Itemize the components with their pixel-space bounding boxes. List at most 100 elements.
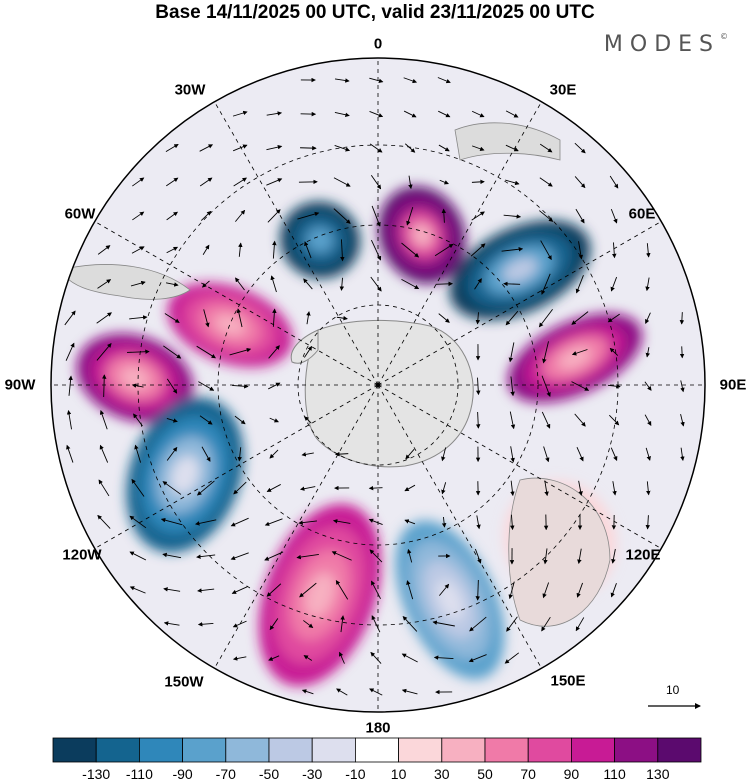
wind-vector	[403, 77, 418, 84]
wind-vector	[269, 618, 279, 631]
wind-vector	[371, 205, 381, 227]
longitude-label-90e: 90E	[719, 376, 747, 394]
wind-vector	[99, 410, 108, 430]
wind-vector	[407, 548, 413, 563]
wind-vector	[232, 110, 248, 117]
meridian-line	[214, 384, 379, 669]
wind-vector	[199, 144, 214, 152]
wind-vector	[301, 689, 314, 695]
wind-vector	[401, 688, 418, 695]
wind-vector	[576, 582, 583, 598]
wind-vector	[232, 656, 247, 661]
colorbar-tick-label: 10	[390, 766, 407, 782]
wind-vector	[544, 480, 549, 497]
wind-vector	[272, 308, 277, 327]
wind-vector	[401, 242, 420, 258]
blob-neg-160e-contour	[436, 580, 464, 620]
wind-vector	[369, 143, 383, 153]
wind-vector	[196, 554, 216, 559]
blob-pos-90w	[76, 333, 194, 423]
wind-vector	[163, 587, 181, 592]
wind-vector	[680, 414, 685, 427]
wind-vector	[338, 651, 345, 664]
wind-vector	[433, 655, 454, 660]
wind-vector	[267, 209, 281, 223]
wind-vectors	[64, 77, 685, 696]
wind-vector	[476, 515, 481, 530]
wind-vector	[266, 583, 282, 597]
wind-vector	[129, 551, 147, 561]
wind-vector	[539, 210, 554, 222]
wind-vector	[234, 415, 246, 425]
wind-vector	[201, 280, 210, 288]
wind-vector	[404, 484, 416, 492]
wind-vector	[510, 446, 515, 463]
colorbar-segment	[657, 737, 702, 763]
wind-vector	[269, 449, 279, 459]
wind-vector	[645, 347, 651, 358]
wind-vector	[166, 177, 179, 187]
wind-vector	[574, 142, 586, 154]
wind-vector	[236, 308, 243, 328]
wind-vector	[133, 413, 143, 427]
wind-vector	[474, 548, 482, 564]
wind-vector	[505, 144, 519, 152]
wind-vector	[160, 517, 183, 526]
wind-vector	[471, 179, 485, 185]
wind-vector	[609, 175, 619, 189]
wind-vector	[335, 579, 349, 600]
wind-vector	[441, 447, 447, 462]
brand-mark: ©	[720, 32, 728, 41]
blob-neg-45e-contour	[502, 257, 538, 283]
wind-vector	[501, 247, 524, 252]
wind-vector	[96, 312, 112, 324]
wind-vector	[165, 282, 179, 287]
wind-vector	[370, 239, 382, 261]
wind-vector	[575, 617, 585, 632]
wind-vector	[612, 242, 617, 259]
colorbar-segment	[571, 737, 616, 763]
wind-vector	[610, 276, 618, 292]
wind-vector	[202, 244, 210, 255]
wind-vector	[607, 313, 620, 323]
wind-vector	[303, 278, 313, 290]
wind-vector	[230, 517, 249, 527]
colorbar-segment	[311, 737, 356, 763]
colorbar-segment	[484, 737, 529, 763]
wind-vector	[644, 381, 652, 391]
wind-vector	[129, 586, 146, 594]
wind-vector	[369, 110, 384, 118]
brand-logo: MODES©	[604, 32, 728, 57]
wind-vector	[268, 382, 281, 390]
meridian-line	[94, 384, 379, 549]
wind-vector	[200, 210, 212, 221]
wind-vector	[197, 588, 215, 593]
wind-vector	[296, 553, 319, 560]
wind-vector	[369, 688, 383, 696]
wind-vector	[131, 246, 145, 254]
wind-vector	[97, 279, 112, 289]
wind-vector	[232, 384, 249, 389]
south-pole-marker	[375, 382, 381, 388]
longitude-label-150w: 150W	[164, 673, 204, 691]
wind-vector	[504, 652, 520, 664]
wind-vector	[475, 411, 481, 429]
wind-vector	[303, 655, 313, 661]
wind-vector	[578, 241, 584, 260]
wind-vector	[231, 586, 248, 594]
wind-vector	[269, 417, 279, 423]
wind-vector	[405, 448, 415, 460]
wind-vector	[475, 312, 481, 325]
wind-vector	[543, 446, 550, 463]
wind-vector	[578, 480, 583, 496]
wind-vector	[303, 620, 314, 629]
wind-vector	[233, 481, 247, 495]
wind-vector	[163, 345, 182, 359]
wind-vector	[268, 345, 280, 359]
wind-vector	[229, 347, 252, 356]
wind-vector	[371, 615, 381, 633]
wind-vector	[304, 416, 312, 424]
wind-vector	[201, 446, 211, 462]
blob-pos-70w-contour	[214, 314, 246, 336]
wind-vector	[543, 548, 548, 565]
